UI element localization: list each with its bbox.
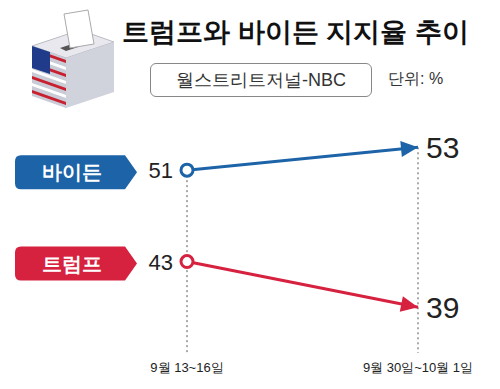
svg-text:53: 53 — [426, 131, 459, 164]
svg-text:9월 30일~10월 1일: 9월 30일~10월 1일 — [363, 360, 473, 375]
html-text:트럼프와 바이든 지지율 추이: 트럼프와 바이든 지지율 추이 — [122, 17, 469, 47]
svg-text:9월 13~16일: 9월 13~16일 — [150, 360, 223, 375]
html-text:단위: %: 단위: % — [388, 70, 444, 87]
svg-text:43: 43 — [149, 250, 173, 275]
html-text:월스트리트저널-NBC: 월스트리트저널-NBC — [176, 70, 346, 90]
svg-text:39: 39 — [426, 291, 459, 324]
svg-text:트럼프: 트럼프 — [42, 253, 102, 275]
svg-text:바이든: 바이든 — [42, 161, 102, 183]
svg-text:51: 51 — [149, 158, 173, 183]
